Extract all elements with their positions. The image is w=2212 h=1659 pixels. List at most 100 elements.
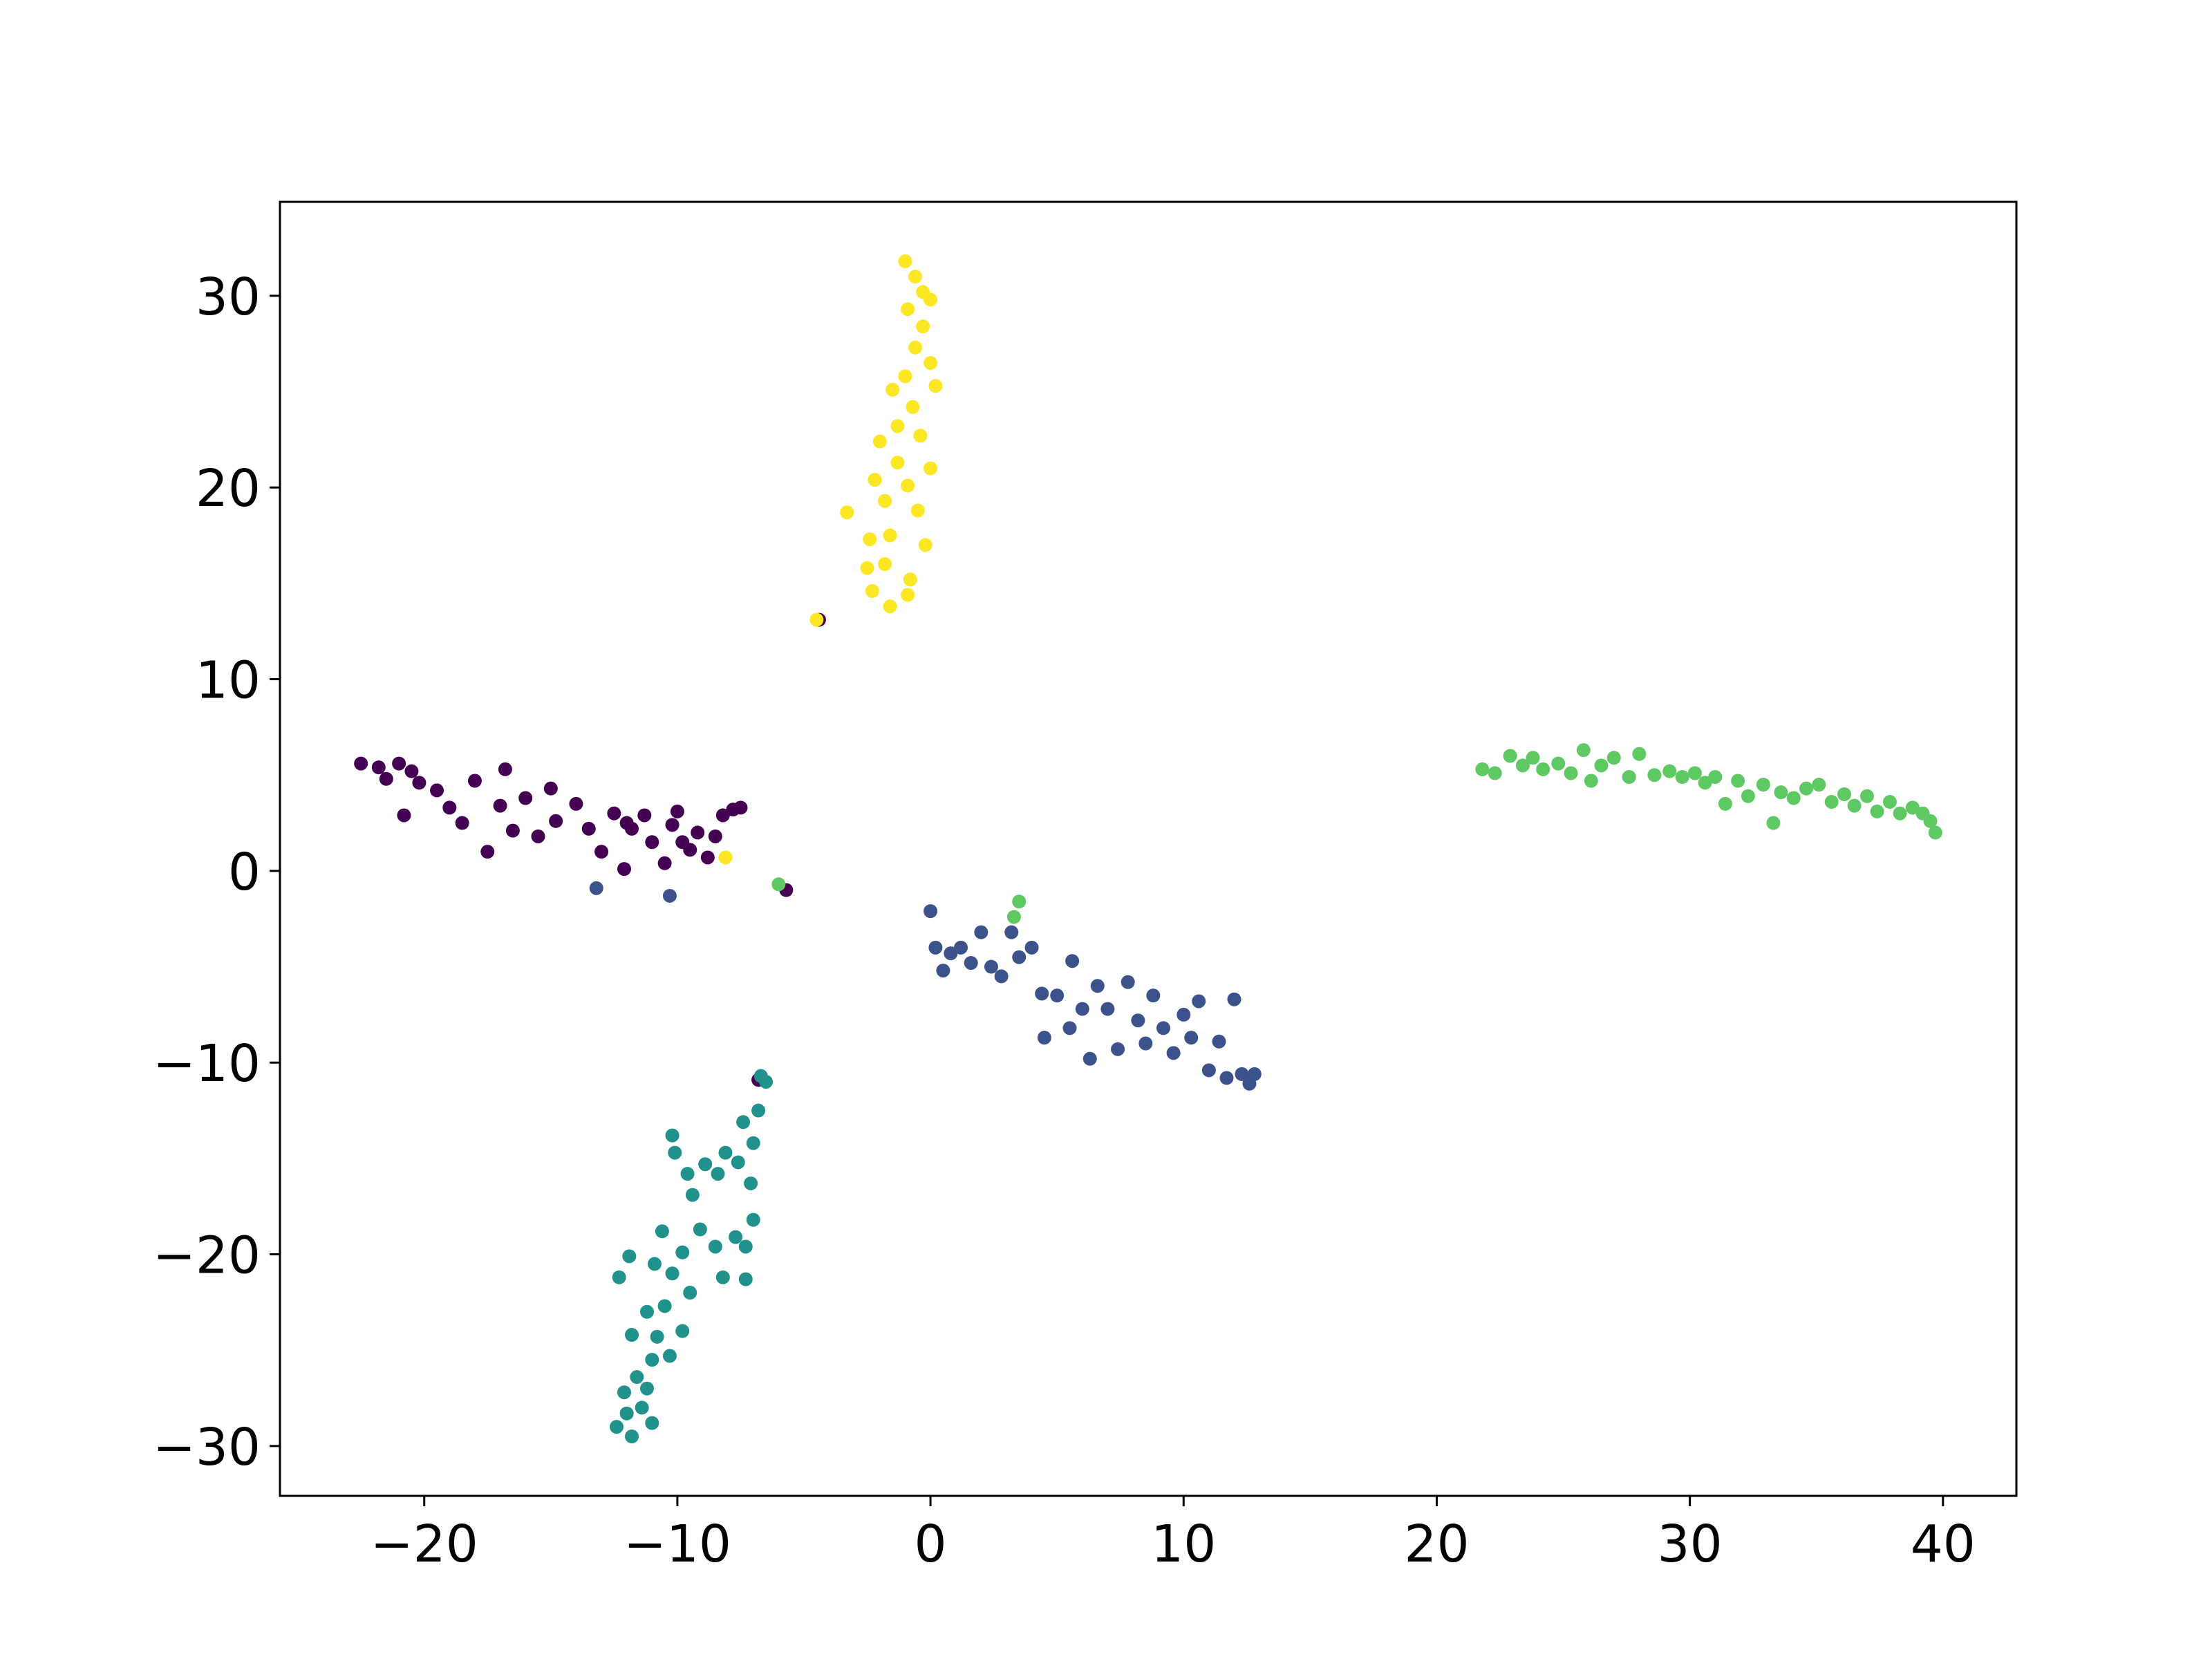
scatter-point <box>1731 774 1745 788</box>
scatter-point <box>1012 894 1027 909</box>
y-tick-label: −30 <box>153 1418 261 1477</box>
scatter-point <box>771 877 786 892</box>
scatter-point <box>1774 785 1788 800</box>
scatter-point <box>746 1136 760 1150</box>
scatter-point <box>1824 795 1839 809</box>
scatter-point <box>645 835 659 850</box>
x-tick-label: −20 <box>371 1515 478 1574</box>
scatter-point <box>924 461 938 476</box>
scatter-point <box>1576 743 1591 758</box>
scatter-point <box>924 904 938 919</box>
scatter-point <box>639 1304 654 1319</box>
scatter-point <box>1662 764 1677 778</box>
scatter-point <box>1564 766 1578 780</box>
scatter-point <box>647 1257 662 1271</box>
scatter-point <box>691 825 705 840</box>
scatter-point <box>964 956 978 971</box>
x-tick-label: 10 <box>1151 1515 1216 1574</box>
scatter-point <box>1928 825 1942 840</box>
scatter-point <box>928 379 943 393</box>
scatter-point <box>898 254 912 268</box>
scatter-point <box>1138 1036 1153 1051</box>
scatter-point <box>1584 774 1598 788</box>
scatter-point <box>1687 766 1702 780</box>
scatter-point <box>901 588 915 602</box>
scatter-point <box>1812 778 1826 792</box>
scatter-point <box>622 1249 637 1264</box>
scatter-point <box>683 1286 697 1300</box>
scatter-point <box>1212 1034 1226 1049</box>
scatter-point <box>1882 795 1897 809</box>
scatter-point <box>655 1224 669 1239</box>
scatter-point <box>493 798 507 813</box>
scatter-point <box>480 845 495 859</box>
scatter-point <box>543 781 558 796</box>
scatter-point <box>872 434 887 449</box>
scatter-point <box>994 969 1009 984</box>
scatter-point <box>708 1239 722 1254</box>
scatter-point <box>883 528 897 543</box>
scatter-point <box>404 764 419 778</box>
scatter-point <box>1859 789 1874 803</box>
scatter-point <box>455 816 469 830</box>
scatter-point <box>1766 816 1781 830</box>
scatter-point <box>518 791 533 805</box>
scatter-point <box>1799 781 1814 796</box>
y-tick-label: 10 <box>196 651 261 711</box>
scatter-point <box>1905 800 1920 815</box>
scatter-point <box>412 776 427 790</box>
scatter-point <box>954 940 968 955</box>
axes-frame <box>279 200 2018 1497</box>
scatter-point <box>1837 787 1851 801</box>
scatter-point <box>924 292 938 307</box>
scatter-point <box>708 829 722 843</box>
scatter-point <box>442 800 457 815</box>
scatter-point <box>1503 749 1517 763</box>
scatter-point <box>890 419 905 433</box>
scatter-point <box>1235 1067 1249 1081</box>
y-tick-label: 30 <box>196 268 261 327</box>
scatter-point <box>700 850 715 865</box>
scatter-point <box>908 270 923 284</box>
scatter-point <box>645 1416 659 1430</box>
scatter-point <box>1111 1042 1125 1056</box>
scatter-point <box>718 1145 733 1160</box>
scatter-point <box>1708 770 1723 784</box>
y-tick-label: 20 <box>196 459 261 518</box>
scatter-point <box>1756 778 1770 792</box>
scatter-point <box>607 806 621 821</box>
scatter-point <box>908 340 923 355</box>
scatter-point <box>498 762 512 776</box>
scatter-point <box>685 1188 700 1202</box>
scatter-point <box>715 808 730 823</box>
scatter-point <box>662 888 677 903</box>
scatter-point <box>397 808 411 823</box>
scatter-point <box>984 959 998 974</box>
scatter-point <box>759 1074 774 1089</box>
scatter-point <box>1004 925 1019 939</box>
scatter-point <box>630 1370 644 1385</box>
scatter-point <box>657 1299 672 1313</box>
scatter-point <box>1923 814 1938 828</box>
scatter-point <box>1184 1031 1199 1045</box>
scatter-point <box>589 881 603 895</box>
scatter-point <box>1475 762 1490 776</box>
scatter-point <box>1698 776 1712 790</box>
scatter-point <box>680 1167 695 1181</box>
x-tick-label: −10 <box>624 1515 731 1574</box>
scatter-point <box>1515 758 1530 773</box>
scatter-point <box>354 756 368 771</box>
scatter-point <box>733 800 748 815</box>
scatter-point <box>809 612 824 627</box>
scatter-point <box>1606 751 1621 765</box>
y-tick-label: −10 <box>153 1034 261 1094</box>
scatter-point <box>1488 766 1502 780</box>
scatter-point <box>901 302 915 317</box>
scatter-point <box>505 823 520 838</box>
scatter-point <box>738 1239 753 1254</box>
scatter-point <box>594 845 609 859</box>
scatter-point <box>1090 979 1105 993</box>
scatter-point <box>860 561 874 575</box>
x-tick-label: 0 <box>915 1515 947 1574</box>
